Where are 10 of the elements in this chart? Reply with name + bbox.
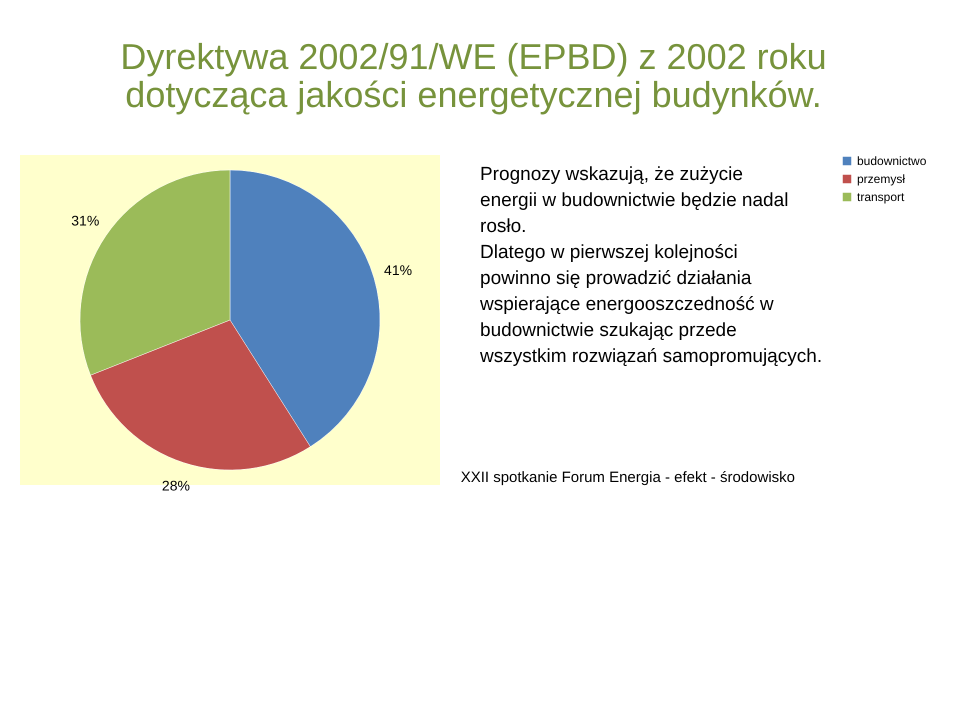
data-label: 28% <box>162 477 190 494</box>
chart-title: Dyrektywa 2002/91/WE (EPBD) z 2002 roku dotycząca jakości energetycznej budynków. <box>120 36 827 115</box>
legend-label: budownictwo <box>857 154 927 168</box>
legend-label: przemysł <box>857 172 906 186</box>
legend-label: transport <box>857 190 906 204</box>
data-label: 31% <box>71 212 100 229</box>
text: Dlatego w pierwszej kolejności powinno się prowadzić działania wspierające energooszczedność w budownictwie szukając przede wszystkim rozwiązań samopromujących. <box>479 242 822 367</box>
text: XXII spotkanie Forum Energia - efekt - środowisko <box>460 469 795 486</box>
text: Prognozy wskazują, że zużycie energii w budownictwie będzie nadal rosło. <box>480 164 788 237</box>
data-label: 41% <box>384 262 412 278</box>
